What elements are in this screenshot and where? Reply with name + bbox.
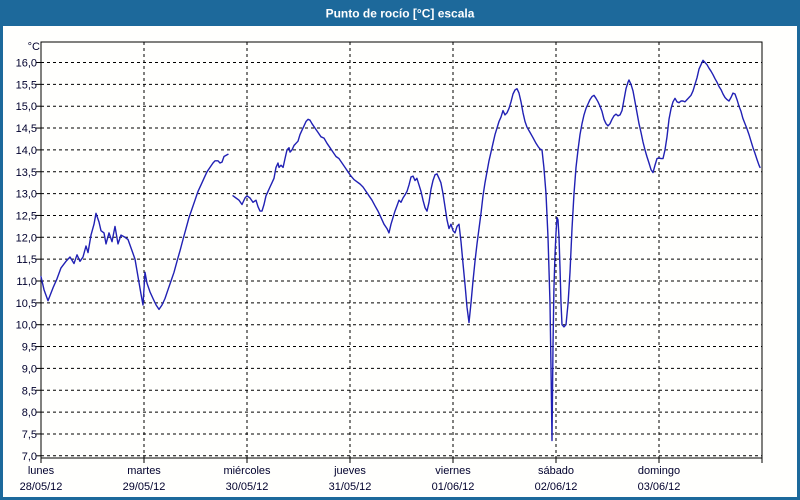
y-tick-label: 14,0 bbox=[16, 145, 37, 157]
day-date-label: 03/06/12 bbox=[638, 481, 681, 493]
y-tick-label: 10,5 bbox=[16, 298, 37, 310]
y-tick-label: 9,0 bbox=[22, 363, 37, 375]
y-axis-labels: 16,0 15,5 15,0 14,5 14,0 13,5 13,0 12,5 12,0 11,5… bbox=[16, 58, 37, 463]
horizontal-gridlines bbox=[41, 62, 762, 457]
plot-area bbox=[40, 41, 763, 459]
y-tick-label: 11,0 bbox=[16, 276, 37, 288]
day-name-label: martes bbox=[127, 465, 161, 477]
y-tick-label: 12,0 bbox=[16, 232, 37, 244]
y-tick-label: 12,5 bbox=[16, 210, 37, 222]
day-name-label: sábado bbox=[538, 465, 574, 477]
y-tick-label: 15,0 bbox=[16, 101, 37, 113]
y-tick-label: 8,0 bbox=[22, 407, 37, 419]
chart-title: Punto de rocío [°C] escala bbox=[326, 7, 475, 21]
day-date-label: 28/05/12 bbox=[20, 481, 63, 493]
y-tick-label: 11,5 bbox=[16, 254, 37, 266]
y-tick-label: 8,5 bbox=[22, 385, 37, 397]
title-bar bbox=[0, 0, 800, 26]
y-tick-label: 7,5 bbox=[22, 429, 37, 441]
day-date-label: 30/05/12 bbox=[226, 481, 269, 493]
y-tick-label: 10,0 bbox=[16, 320, 37, 332]
x-axis-labels: lunes 28/05/12 martes 29/05/12 miércoles 30/0… bbox=[20, 465, 681, 493]
y-tick-label: 13,5 bbox=[16, 167, 37, 179]
day-name-label: viernes bbox=[435, 465, 471, 477]
dew-point-series-line bbox=[40, 59, 761, 442]
day-date-label: 02/06/12 bbox=[535, 481, 578, 493]
y-tick-label: 16,0 bbox=[16, 58, 37, 70]
x-axis-ticks bbox=[40, 458, 763, 463]
day-name-label: jueves bbox=[333, 465, 366, 477]
day-date-label: 01/06/12 bbox=[432, 481, 475, 493]
y-tick-label: 14,5 bbox=[16, 123, 37, 135]
day-name-label: lunes bbox=[28, 465, 55, 477]
y-tick-label: 7,0 bbox=[22, 451, 37, 463]
day-date-label: 29/05/12 bbox=[123, 481, 166, 493]
day-name-label: domingo bbox=[638, 465, 680, 477]
y-tick-label: 9,5 bbox=[22, 342, 37, 354]
y-tick-label: 13,0 bbox=[16, 189, 37, 201]
y-axis-unit-label: °C bbox=[28, 41, 40, 53]
y-axis-ticks bbox=[36, 62, 41, 457]
day-date-label: 31/05/12 bbox=[329, 481, 372, 493]
day-name-label: miércoles bbox=[223, 465, 271, 477]
y-tick-label: 15,5 bbox=[16, 79, 37, 91]
